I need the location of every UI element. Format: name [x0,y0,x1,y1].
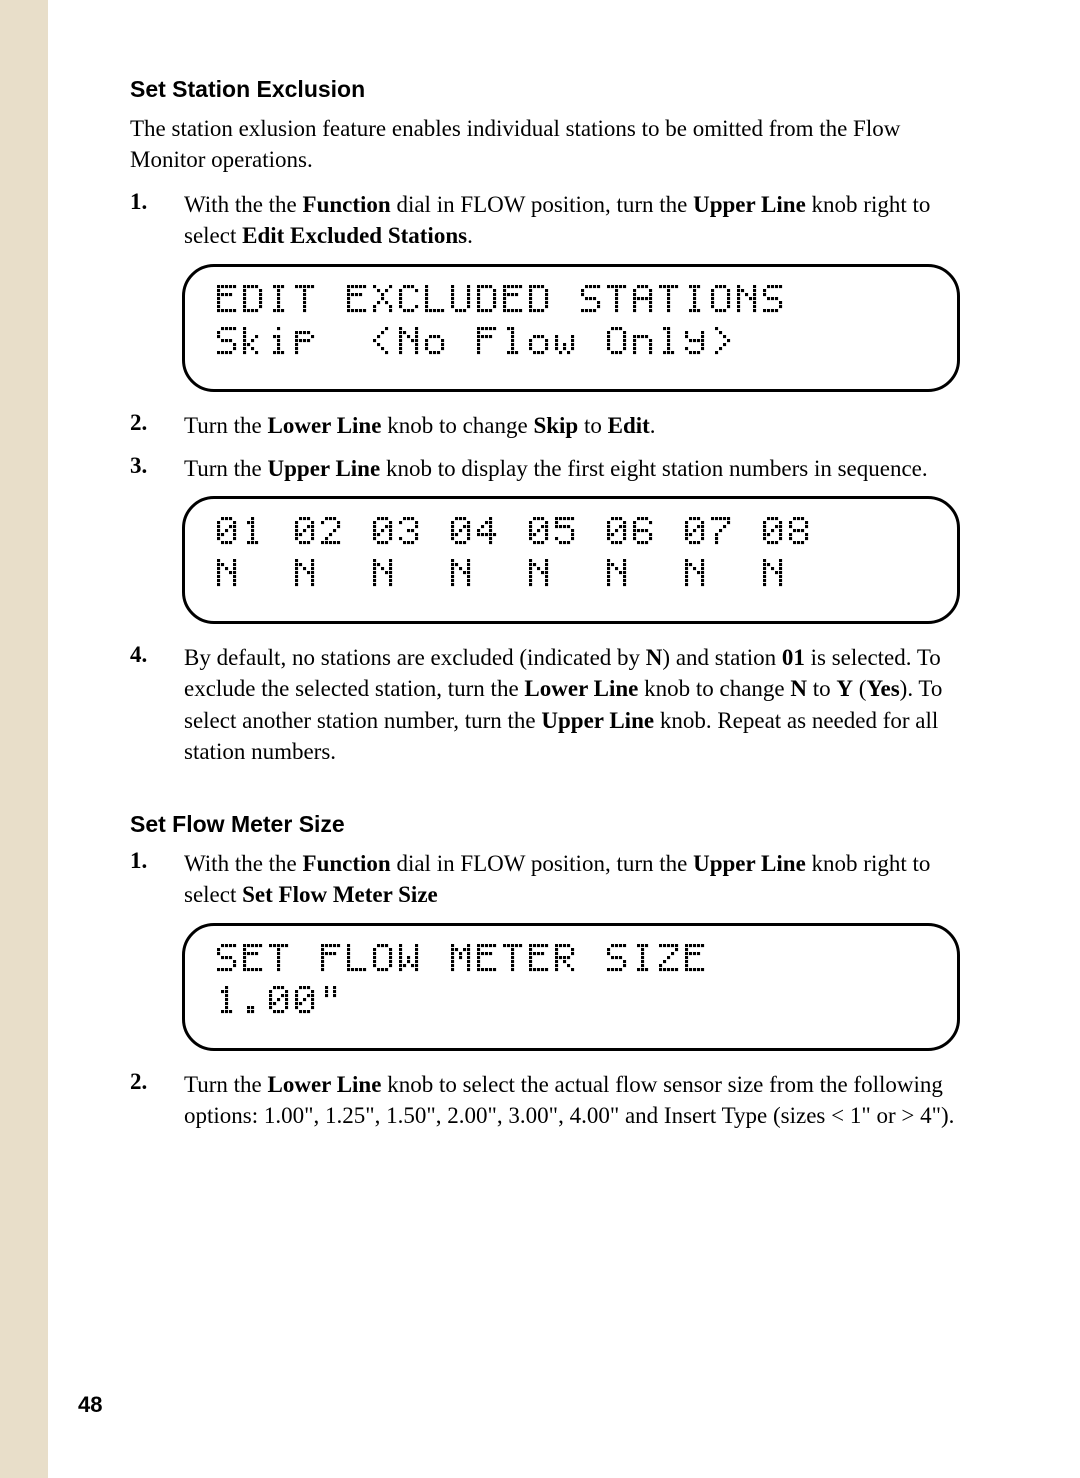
step-body: By default, no stations are excluded (in… [184,642,960,767]
list-item: 1. With the the Function dial in FLOW po… [130,848,960,911]
list-item: 1. With the the Function dial in FLOW po… [130,189,960,252]
step-body: Turn the Upper Line knob to display the … [184,453,960,484]
intro-text: The station exlusion feature enables ind… [130,113,960,175]
page-content: Set Station Exclusion The station exlusi… [130,76,960,1143]
step-number: 2. [130,1069,184,1132]
section-heading-flowmeter: Set Flow Meter Size [130,811,960,838]
step-number: 1. [130,189,184,252]
page-number: 48 [78,1392,102,1418]
step-number: 3. [130,453,184,484]
step-body: Turn the Lower Line knob to change Skip … [184,410,960,441]
step-body: With the the Function dial in FLOW posit… [184,848,960,911]
lcd-display-1 [182,264,960,392]
step-number: 4. [130,642,184,767]
list-item: 3. Turn the Upper Line knob to display t… [130,453,960,484]
list-item: 2. Turn the Lower Line knob to select th… [130,1069,960,1132]
step-body: Turn the Lower Line knob to select the a… [184,1069,960,1132]
list-item: 2. Turn the Lower Line knob to change Sk… [130,410,960,441]
step-number: 2. [130,410,184,441]
lcd-display-2 [182,496,960,624]
left-margin-band [0,0,48,1478]
step-number: 1. [130,848,184,911]
section-heading-exclusion: Set Station Exclusion [130,76,960,103]
list-item: 4. By default, no stations are excluded … [130,642,960,767]
step-body: With the the Function dial in FLOW posit… [184,189,960,252]
lcd-display-3 [182,923,960,1051]
